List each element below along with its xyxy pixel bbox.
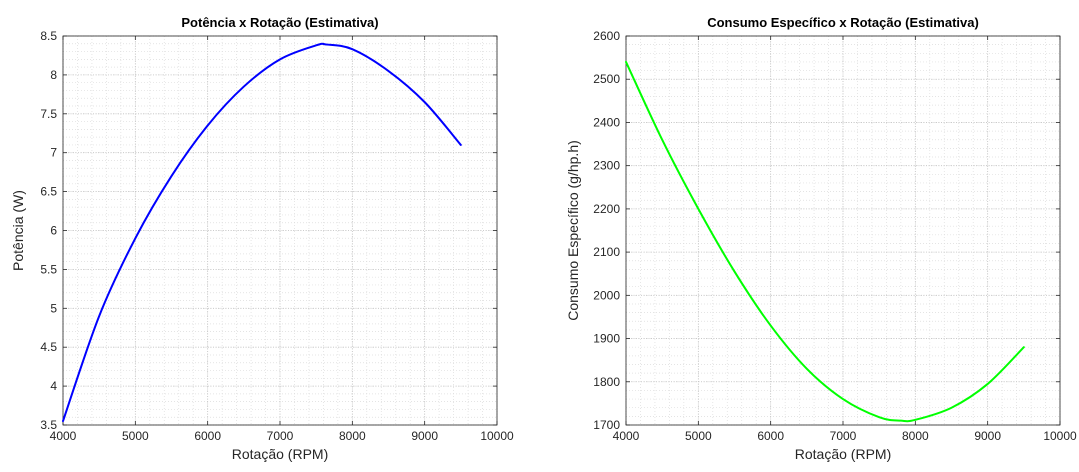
y-axis-label: Consumo Específico (g/hp.h) [565,140,581,321]
y-tick-label: 1700 [593,418,620,432]
x-tick-label: 5000 [685,429,712,443]
y-tick-label: 7.5 [40,107,57,121]
x-tick-label: 10000 [480,429,514,443]
y-tick-label: 2000 [593,288,620,302]
y-tick-label: 2200 [593,202,620,216]
chart-potencia: 4000 5000 6000 7000 8000 9000 10000 3.5 4 4.5 5 5.5… [10,15,514,462]
y-tick-label: 4 [50,379,57,393]
x-tick-label: 10000 [1043,429,1077,443]
y-axis-label: Potência (W) [10,190,26,271]
x-tick-label: 9000 [411,429,438,443]
y-tick-label: 2100 [593,245,620,259]
y-tick-label: 2300 [593,159,620,173]
chart-title: Potência x Rotação (Estimativa) [181,15,378,30]
y-tick-label: 2600 [593,29,620,43]
x-tick-label: 5000 [122,429,149,443]
y-tick-label: 1900 [593,332,620,346]
x-tick-label: 9000 [974,429,1001,443]
y-tick-label: 8 [50,68,57,82]
x-tick-label: 8000 [339,429,366,443]
y-tick-label: 6.5 [40,185,57,199]
series-line [62,42,462,423]
chart-consumo: 4000 5000 6000 7000 8000 9000 10000 1700 1800 190… [565,15,1077,462]
y-tick-label: 1800 [593,375,620,389]
y-tick-label: 7 [50,146,57,160]
y-tick-label: 2500 [593,72,620,86]
x-tick-label: 6000 [757,429,784,443]
y-tick-label: 6 [50,224,57,238]
y-tick-label: 4.5 [40,340,57,354]
x-tick-label: 6000 [194,429,221,443]
x-tick-label: 4000 [50,429,77,443]
x-tick-label: 7000 [830,429,857,443]
y-tick-label: 2400 [593,115,620,129]
chart-title: Consumo Específico x Rotação (Estimativa… [707,15,979,30]
y-tick-label: 3.5 [40,418,57,432]
series-line [625,60,1025,423]
y-tick-label: 5.5 [40,262,57,276]
x-axis-label: Rotação (RPM) [795,446,891,462]
y-tick-label: 8.5 [40,29,57,43]
x-tick-label: 7000 [267,429,294,443]
x-tick-label: 4000 [613,429,640,443]
x-axis-label: Rotação (RPM) [232,446,328,462]
y-tick-label: 5 [50,301,57,315]
x-tick-label: 8000 [902,429,929,443]
